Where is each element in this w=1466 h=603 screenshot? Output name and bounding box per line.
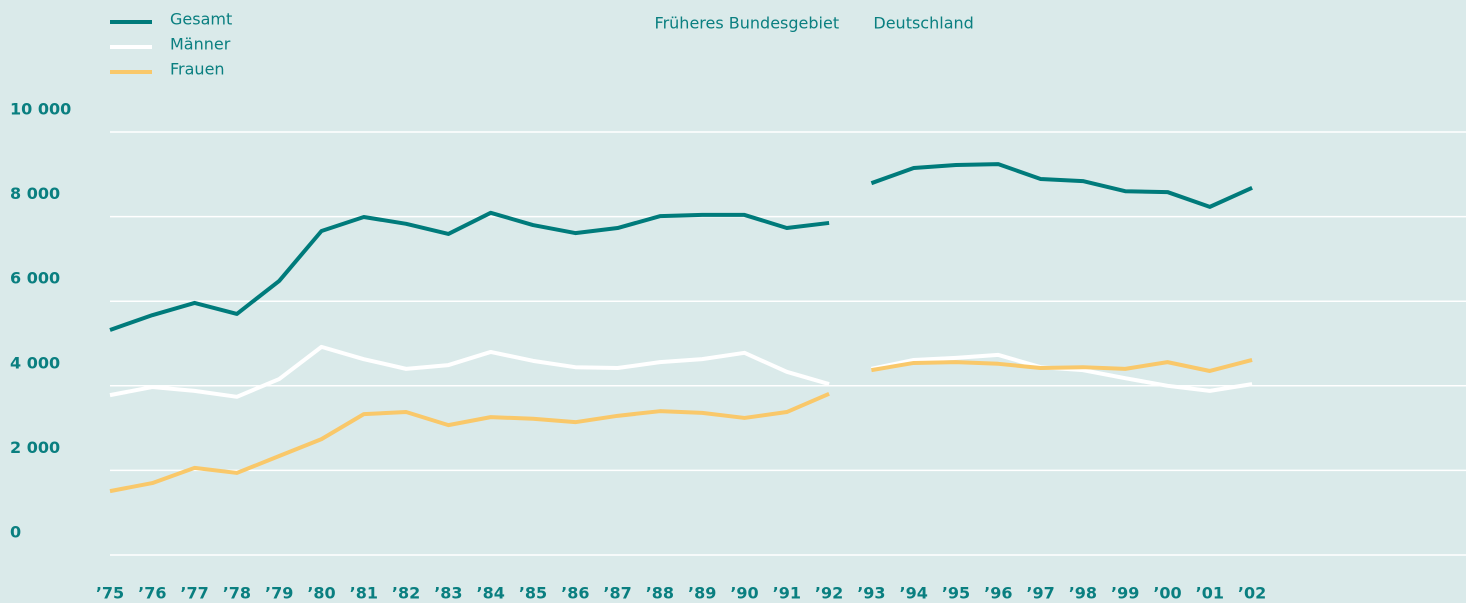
x-tick-label: ’98: [1069, 584, 1097, 603]
x-tick-label: ’92: [815, 584, 843, 603]
series-line: [109, 344, 830, 399]
x-tick-label: ’91: [773, 584, 801, 603]
y-tick-label: 6 000: [10, 269, 60, 288]
x-tick-label: ’95: [942, 584, 970, 603]
x-tick-label: ’79: [265, 584, 293, 603]
x-tick-label: ’80: [307, 584, 335, 603]
legend-label: Männer: [170, 35, 231, 54]
x-tick-label: ’93: [857, 584, 885, 603]
x-tick-label: ’85: [519, 584, 547, 603]
y-tick-label: 4 000: [10, 353, 60, 372]
x-tick-label: ’82: [392, 584, 420, 603]
region-label: Deutschland: [873, 14, 973, 33]
legend-label: Frauen: [170, 60, 225, 79]
series-line: [870, 162, 1253, 209]
x-tick-label: ’02: [1238, 584, 1266, 603]
series-line: [871, 358, 1253, 373]
legend-label: Gesamt: [170, 10, 232, 29]
x-tick-label: ’94: [900, 584, 928, 603]
y-tick-label: 10 000: [10, 100, 71, 119]
x-tick-label: ’81: [350, 584, 378, 603]
x-tick-label: ’77: [180, 584, 208, 603]
x-tick-label: ’86: [561, 584, 589, 603]
x-tick-label: ’00: [1153, 584, 1181, 603]
series-line: [109, 391, 830, 494]
y-tick-label: 2 000: [10, 438, 60, 457]
y-tick-label: 8 000: [10, 184, 60, 203]
x-tick-label: ’78: [223, 584, 251, 603]
x-tick-label: ’87: [603, 584, 631, 603]
x-tick-label: ’01: [1196, 584, 1224, 603]
x-tick-label: ’75: [96, 584, 124, 603]
y-tick-label: 0: [10, 523, 21, 542]
x-tick-label: ’89: [688, 584, 716, 603]
x-tick-label: ’96: [984, 584, 1012, 603]
x-tick-label: ’76: [138, 584, 166, 603]
x-tick-label: ’88: [646, 584, 674, 603]
region-label: Früheres Bundesgebiet: [655, 14, 840, 33]
x-tick-label: ’97: [1026, 584, 1054, 603]
x-tick-label: ’83: [434, 584, 462, 603]
x-tick-label: ’84: [477, 584, 505, 603]
series-line: [109, 210, 830, 332]
x-tick-label: ’90: [730, 584, 758, 603]
x-tick-label: ’99: [1111, 584, 1139, 603]
